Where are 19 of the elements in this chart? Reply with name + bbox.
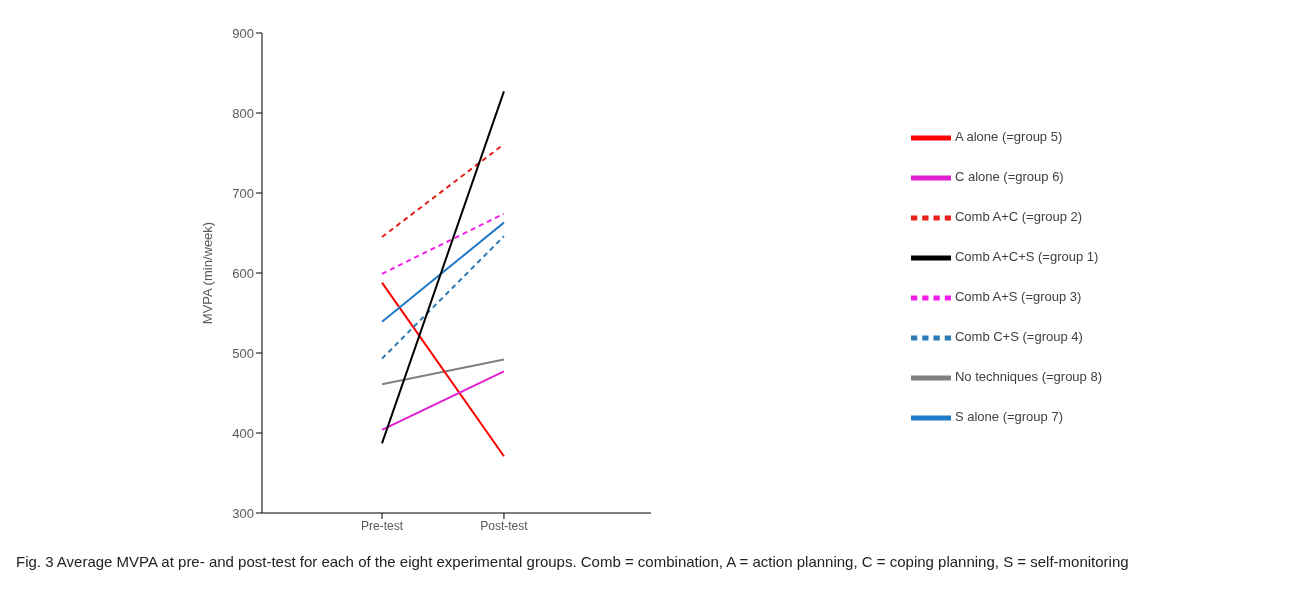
legend-label: Comb A+C+S (=group 1) [954, 249, 1099, 265]
y-tick-label: 400 [232, 425, 254, 441]
legend-label: Comb A+C (=group 2) [954, 209, 1083, 225]
y-tick-label: 900 [232, 25, 254, 41]
x-tick-label: Post-test [480, 518, 529, 533]
legend-label: C alone (=group 6) [954, 169, 1064, 185]
caption: Fig. 3 Average MVPA at pre- and post-test for each of the eight experimental groups. Comb = combination, A = action planning, C = coping planning, S = self-monitoring [15, 552, 1130, 572]
y-tick-label: 500 [232, 345, 254, 361]
y-axis-title: MVPA (min/week) [199, 221, 215, 325]
legend-label: A alone (=group 5) [954, 129, 1063, 145]
y-tick-label: 700 [232, 185, 254, 201]
x-tick-label: Pre-test [360, 518, 404, 533]
y-tick-label: 800 [232, 105, 254, 121]
legend-label: S alone (=group 7) [954, 409, 1063, 425]
y-tick-label: 300 [232, 505, 254, 521]
y-tick-label: 600 [232, 265, 254, 281]
legend-label: Comb A+S (=group 3) [954, 289, 1082, 305]
legend-label: Comb C+S (=group 4) [954, 329, 1083, 345]
legend-label: No techniques (=group 8) [954, 369, 1102, 385]
